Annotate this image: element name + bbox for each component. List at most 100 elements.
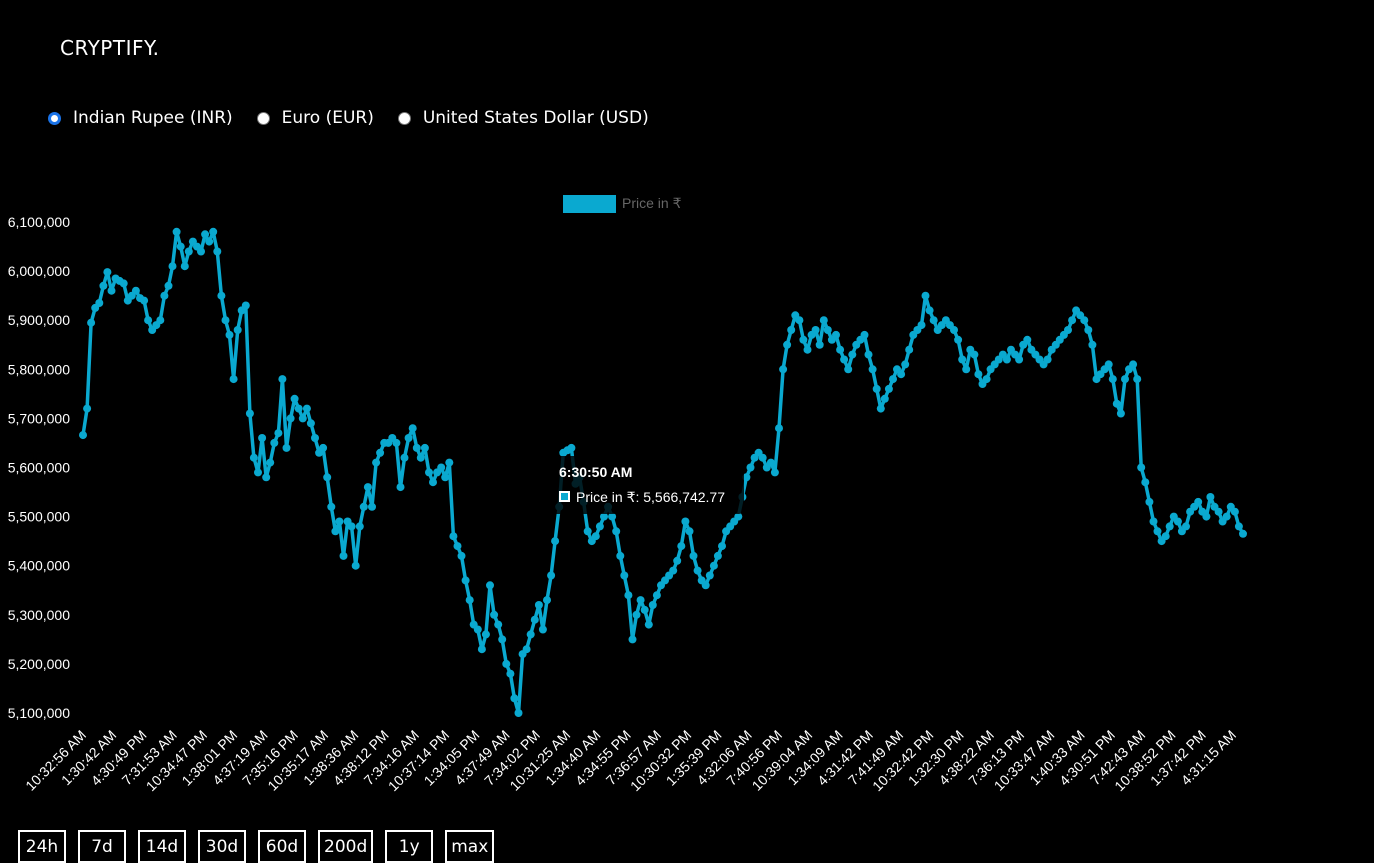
data-point[interactable] (270, 438, 279, 447)
data-point[interactable] (1234, 522, 1243, 531)
data-point[interactable] (880, 394, 889, 403)
data-point[interactable] (925, 306, 934, 315)
currency-label-inr[interactable]: Indian Rupee (INR) (73, 108, 233, 128)
data-point[interactable] (197, 247, 205, 256)
data-point[interactable] (799, 335, 808, 344)
data-point[interactable] (1202, 512, 1211, 521)
data-point[interactable] (229, 375, 238, 384)
data-point[interactable] (644, 620, 653, 629)
data-point[interactable] (473, 625, 482, 634)
data-point[interactable] (620, 571, 629, 580)
data-point[interactable] (766, 458, 775, 467)
data-point[interactable] (713, 551, 722, 560)
data-point[interactable] (99, 281, 108, 290)
data-point[interactable] (241, 301, 250, 310)
data-point[interactable] (494, 620, 503, 629)
data-point[interactable] (901, 360, 910, 369)
data-point[interactable] (87, 318, 96, 327)
data-point[interactable] (950, 326, 958, 334)
data-point[interactable] (1173, 517, 1182, 526)
data-point[interactable] (836, 345, 845, 354)
data-point[interactable] (1129, 360, 1138, 369)
data-point[interactable] (970, 350, 979, 359)
currency-option-inr[interactable]: Indian Rupee (INR) (48, 108, 233, 128)
data-point[interactable] (201, 230, 210, 239)
range-button-30d[interactable]: 30d (198, 830, 246, 863)
data-point[interactable] (848, 350, 857, 359)
data-point[interactable] (140, 296, 149, 305)
data-point[interactable] (437, 463, 446, 472)
data-point[interactable] (156, 316, 165, 325)
currency-radio-usd[interactable] (397, 111, 411, 125)
data-point[interactable] (1043, 355, 1052, 364)
data-point[interactable] (522, 645, 531, 654)
data-point[interactable] (79, 431, 87, 440)
data-point[interactable] (547, 571, 556, 580)
currency-label-eur[interactable]: Euro (EUR) (281, 108, 374, 128)
data-point[interactable] (1206, 493, 1215, 501)
data-point[interactable] (1153, 527, 1162, 536)
data-point[interactable] (347, 522, 356, 531)
data-point[interactable] (514, 709, 523, 717)
data-point[interactable] (677, 542, 686, 551)
data-point[interactable] (783, 340, 792, 349)
data-point[interactable] (889, 375, 897, 384)
data-point[interactable] (1133, 375, 1142, 384)
data-point[interactable] (498, 635, 507, 644)
data-point[interactable] (164, 281, 173, 290)
data-point[interactable] (1108, 375, 1117, 384)
range-button-7d[interactable]: 7d (78, 830, 126, 863)
data-point[interactable] (624, 591, 633, 600)
data-point[interactable] (339, 551, 348, 560)
data-point[interactable] (815, 340, 824, 349)
data-point[interactable] (648, 601, 657, 609)
data-point[interactable] (184, 247, 193, 256)
data-point[interactable] (770, 468, 779, 477)
data-point[interactable] (327, 502, 336, 511)
range-button-60d[interactable]: 60d (258, 830, 306, 863)
data-point[interactable] (481, 630, 490, 639)
data-point[interactable] (583, 527, 592, 536)
data-point[interactable] (795, 316, 804, 325)
data-point[interactable] (331, 527, 340, 536)
data-point[interactable] (274, 429, 283, 438)
range-button-200d[interactable]: 200d (318, 830, 374, 863)
data-point[interactable] (1015, 355, 1024, 364)
data-point[interactable] (510, 694, 519, 703)
data-point[interactable] (974, 370, 983, 379)
currency-radio-inr[interactable] (48, 111, 61, 125)
data-point[interactable] (172, 227, 181, 236)
data-point[interactable] (958, 355, 967, 364)
data-point[interactable] (323, 473, 332, 482)
data-point[interactable] (685, 527, 694, 536)
data-point[interactable] (254, 468, 262, 477)
data-point[interactable] (673, 556, 682, 565)
data-point[interactable] (701, 581, 710, 590)
data-point[interactable] (376, 448, 385, 457)
data-point[interactable] (412, 443, 421, 452)
data-point[interactable] (465, 596, 474, 605)
data-point[interactable] (180, 262, 189, 271)
data-point[interactable] (1068, 316, 1077, 325)
data-point[interactable] (864, 350, 873, 359)
data-point[interactable] (392, 438, 401, 447)
data-point[interactable] (461, 576, 470, 585)
data-point[interactable] (538, 625, 547, 634)
data-point[interactable] (282, 443, 291, 452)
data-point[interactable] (131, 286, 140, 295)
data-point[interactable] (872, 384, 881, 393)
data-point[interactable] (681, 517, 690, 526)
data-point[interactable] (205, 237, 214, 246)
data-point[interactable] (233, 326, 242, 334)
data-point[interactable] (404, 434, 413, 442)
data-point[interactable] (416, 453, 425, 462)
data-point[interactable] (351, 561, 360, 570)
data-point[interactable] (905, 345, 914, 354)
data-point[interactable] (982, 375, 991, 384)
data-point[interactable] (359, 502, 368, 511)
data-point[interactable] (1194, 497, 1203, 506)
data-point[interactable] (445, 458, 454, 467)
data-point[interactable] (628, 635, 637, 644)
data-point[interactable] (486, 581, 494, 590)
currency-option-usd[interactable]: United States Dollar (USD) (397, 108, 649, 128)
